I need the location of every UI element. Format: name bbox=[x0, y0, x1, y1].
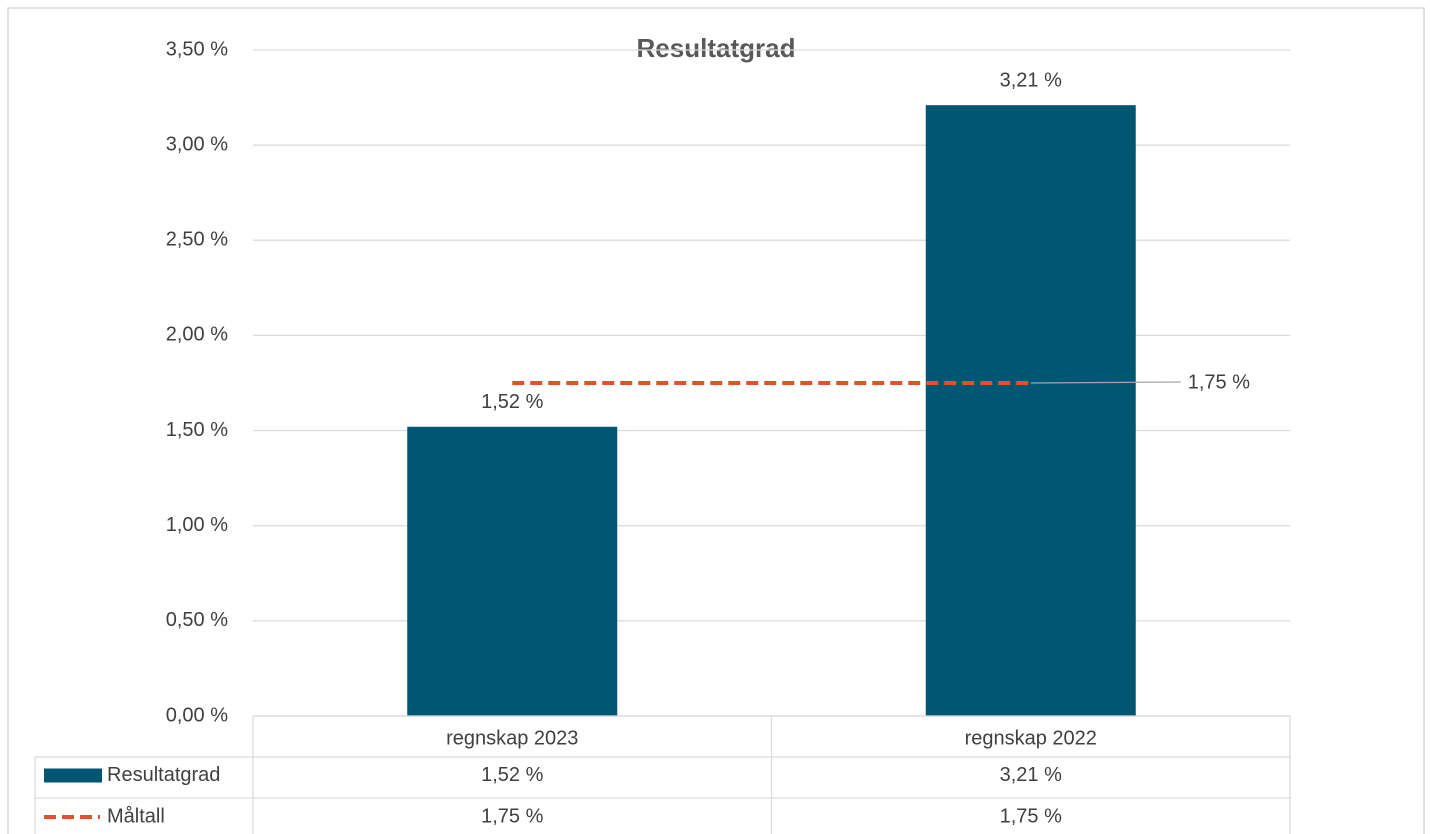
leader-line bbox=[1030, 381, 1181, 384]
table-cell: 3,21 % bbox=[1000, 764, 1062, 786]
bar bbox=[407, 426, 618, 716]
y-tick-label: 2,50 % bbox=[166, 229, 228, 251]
data-label: 1,75 % bbox=[1188, 371, 1250, 393]
y-tick-label: 1,00 % bbox=[166, 514, 228, 536]
y-tick-label: 0,50 % bbox=[166, 609, 228, 631]
chart-title: Resultatgrad bbox=[637, 33, 796, 63]
x-tick-label: regnskap 2022 bbox=[965, 727, 1097, 749]
legend-key bbox=[44, 768, 102, 783]
data-label: 1,52 % bbox=[481, 391, 543, 413]
y-tick-label: 3,00 % bbox=[166, 133, 228, 155]
legend-label: Måltall bbox=[107, 805, 165, 827]
y-tick-label: 1,50 % bbox=[166, 419, 228, 441]
table-cell: 1,75 % bbox=[481, 805, 543, 827]
table-cell: 1,75 % bbox=[1000, 805, 1062, 827]
legend-label: Resultatgrad bbox=[107, 764, 220, 786]
data-label: 3,21 % bbox=[1000, 69, 1062, 91]
y-tick-label: 3,50 % bbox=[166, 38, 228, 60]
x-tick-label: regnskap 2023 bbox=[446, 727, 578, 749]
bar bbox=[925, 105, 1136, 716]
y-tick-label: 0,00 % bbox=[166, 704, 228, 726]
table-cell: 1,52 % bbox=[481, 764, 543, 786]
y-tick-label: 2,00 % bbox=[166, 324, 228, 346]
